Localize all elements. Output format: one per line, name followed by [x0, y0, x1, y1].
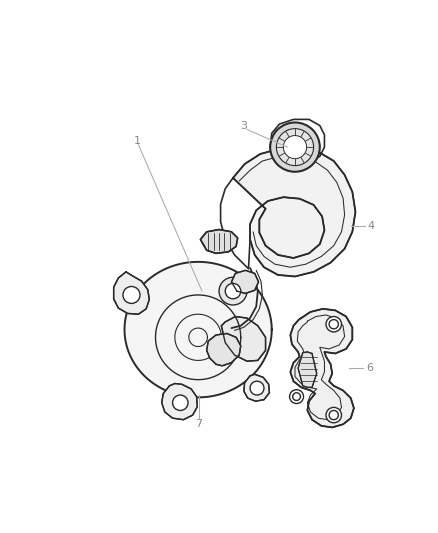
Circle shape [329, 320, 339, 329]
Polygon shape [201, 230, 238, 253]
Circle shape [290, 390, 304, 403]
Text: 1: 1 [134, 136, 141, 146]
Circle shape [123, 287, 140, 303]
Text: 4: 4 [367, 221, 374, 231]
Polygon shape [231, 270, 258, 294]
Circle shape [326, 317, 342, 332]
Circle shape [219, 277, 247, 305]
Polygon shape [298, 352, 317, 387]
Polygon shape [290, 309, 354, 427]
Polygon shape [207, 334, 241, 366]
Polygon shape [221, 317, 265, 361]
Polygon shape [162, 384, 198, 419]
Polygon shape [113, 272, 149, 314]
Circle shape [283, 135, 307, 159]
Polygon shape [124, 262, 272, 398]
Text: 7: 7 [195, 419, 202, 429]
Text: 3: 3 [240, 120, 247, 131]
Circle shape [329, 410, 339, 419]
Circle shape [250, 381, 264, 395]
Circle shape [173, 395, 188, 410]
Circle shape [293, 393, 300, 400]
Text: 6: 6 [366, 363, 373, 373]
Polygon shape [244, 374, 269, 401]
Circle shape [225, 284, 241, 299]
Polygon shape [233, 147, 356, 277]
Circle shape [276, 128, 314, 166]
Circle shape [326, 407, 342, 423]
Circle shape [270, 123, 320, 172]
